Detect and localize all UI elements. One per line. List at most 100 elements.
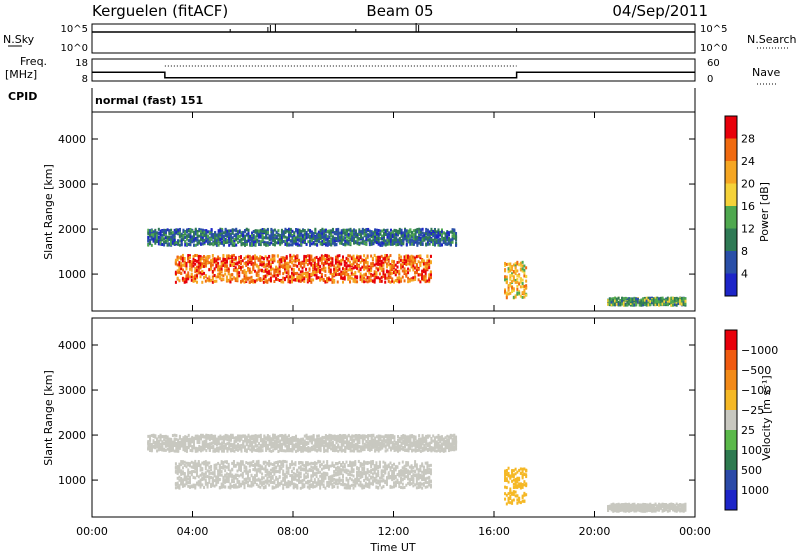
- beam-title: Beam 05: [366, 2, 433, 20]
- scatter-cell: [243, 477, 246, 481]
- scatter-cell: [287, 264, 290, 268]
- scatter-cell: [366, 482, 369, 486]
- scatter-cell: [675, 303, 678, 307]
- scatter-cell: [268, 261, 271, 265]
- scatter-cell: [234, 483, 237, 487]
- scatter-cell: [448, 231, 451, 235]
- scatter-cell: [381, 234, 384, 238]
- scatter-cell: [308, 254, 311, 258]
- scatter-cell: [336, 261, 339, 265]
- scatter-cell: [354, 479, 357, 483]
- scatter-cell: [176, 255, 179, 259]
- scatter-cell: [232, 258, 235, 262]
- scatter-cell: [211, 269, 214, 273]
- scatter-cell: [194, 227, 197, 231]
- scatter-cell: [361, 258, 364, 262]
- scatter-cell: [208, 275, 211, 279]
- scatter-cell: [429, 270, 432, 274]
- scatter-cell: [372, 232, 375, 236]
- scatter-cell: [363, 460, 366, 464]
- scatter-cell: [255, 271, 258, 275]
- scatter-cell: [256, 234, 259, 238]
- scatter-cell: [247, 276, 250, 280]
- scatter-cell: [194, 465, 197, 469]
- scatter-cell: [228, 232, 231, 236]
- scatter-cell: [659, 298, 662, 302]
- scatter-cell: [221, 235, 224, 239]
- scatter-cell: [180, 264, 183, 268]
- scatter-cell: [352, 256, 355, 260]
- scatter-cell: [192, 469, 195, 473]
- scatter-cell: [405, 260, 408, 264]
- scatter-cell: [298, 231, 301, 235]
- scatter-cell: [419, 256, 422, 260]
- scatter-cell: [286, 236, 289, 240]
- scatter-cell: [204, 460, 207, 464]
- scatter-cell: [255, 461, 258, 465]
- scatter-cell: [264, 269, 267, 273]
- scatter-cell: [154, 236, 157, 240]
- scatter-cell: [236, 268, 239, 272]
- scatter-cell: [207, 234, 210, 238]
- scatter-cell: [254, 269, 257, 273]
- scatter-cell: [266, 267, 269, 271]
- scatter-cell: [255, 278, 258, 282]
- scatter-cell: [185, 273, 188, 277]
- scatter-cell: [285, 460, 288, 464]
- scatter-cell: [344, 242, 347, 246]
- scatter-cell: [361, 472, 364, 476]
- scatter-cell: [385, 265, 388, 269]
- scatter-cell: [301, 468, 304, 472]
- scatter-cell: [368, 238, 371, 242]
- scatter-cell: [243, 485, 246, 489]
- scatter-cell: [391, 263, 394, 267]
- scatter-cell: [440, 237, 443, 241]
- scatter-cell: [382, 239, 385, 243]
- scatter-cell: [301, 479, 304, 483]
- scatter-cell: [157, 227, 160, 231]
- scatter-cell: [319, 257, 322, 261]
- scatter-cell: [282, 486, 285, 490]
- scatter-cell: [206, 257, 209, 261]
- scatter-cell: [516, 274, 519, 278]
- scatter-cell: [375, 255, 378, 259]
- scatter-cell: [514, 278, 517, 282]
- scatter-cell: [147, 243, 150, 247]
- scatter-cell: [435, 239, 438, 243]
- scatter-cell: [374, 240, 377, 244]
- scatter-cell: [366, 471, 369, 475]
- scatter-cell: [433, 240, 436, 244]
- scatter-cell: [215, 259, 218, 263]
- scatter-cell: [204, 462, 207, 466]
- scatter-cell: [200, 238, 203, 242]
- scatter-cell: [523, 284, 526, 288]
- scatter-cell: [208, 237, 211, 241]
- scatter-cell: [238, 464, 241, 468]
- scatter-cell: [336, 272, 339, 276]
- scatter-cell: [189, 240, 192, 244]
- scatter-cell: [341, 258, 344, 262]
- date-title: 04/Sep/2011: [612, 2, 708, 20]
- scatter-cell: [370, 242, 373, 246]
- scatter-cell: [225, 264, 228, 268]
- scatter-cell: [393, 241, 396, 245]
- scatter-cell: [269, 265, 272, 269]
- scatter-cell: [398, 231, 401, 235]
- scatter-cell: [268, 264, 271, 268]
- scatter-cell: [270, 227, 273, 231]
- scatter-cell: [400, 231, 403, 235]
- scatter-cell: [269, 276, 272, 280]
- scatter-cell: [280, 264, 283, 268]
- scatter-cell: [509, 262, 512, 266]
- scatter-cell: [356, 481, 359, 485]
- scatter-cell: [190, 260, 193, 264]
- scatter-cell: [282, 263, 285, 267]
- scatter-cell: [306, 461, 309, 465]
- scatter-cell: [340, 233, 343, 237]
- scatter-cell: [185, 263, 188, 267]
- scatter-cell: [387, 259, 390, 263]
- scatter-cell: [430, 240, 433, 244]
- scatter-cell: [340, 258, 343, 262]
- scatter-cell: [425, 235, 428, 239]
- scatter-cell: [290, 482, 293, 486]
